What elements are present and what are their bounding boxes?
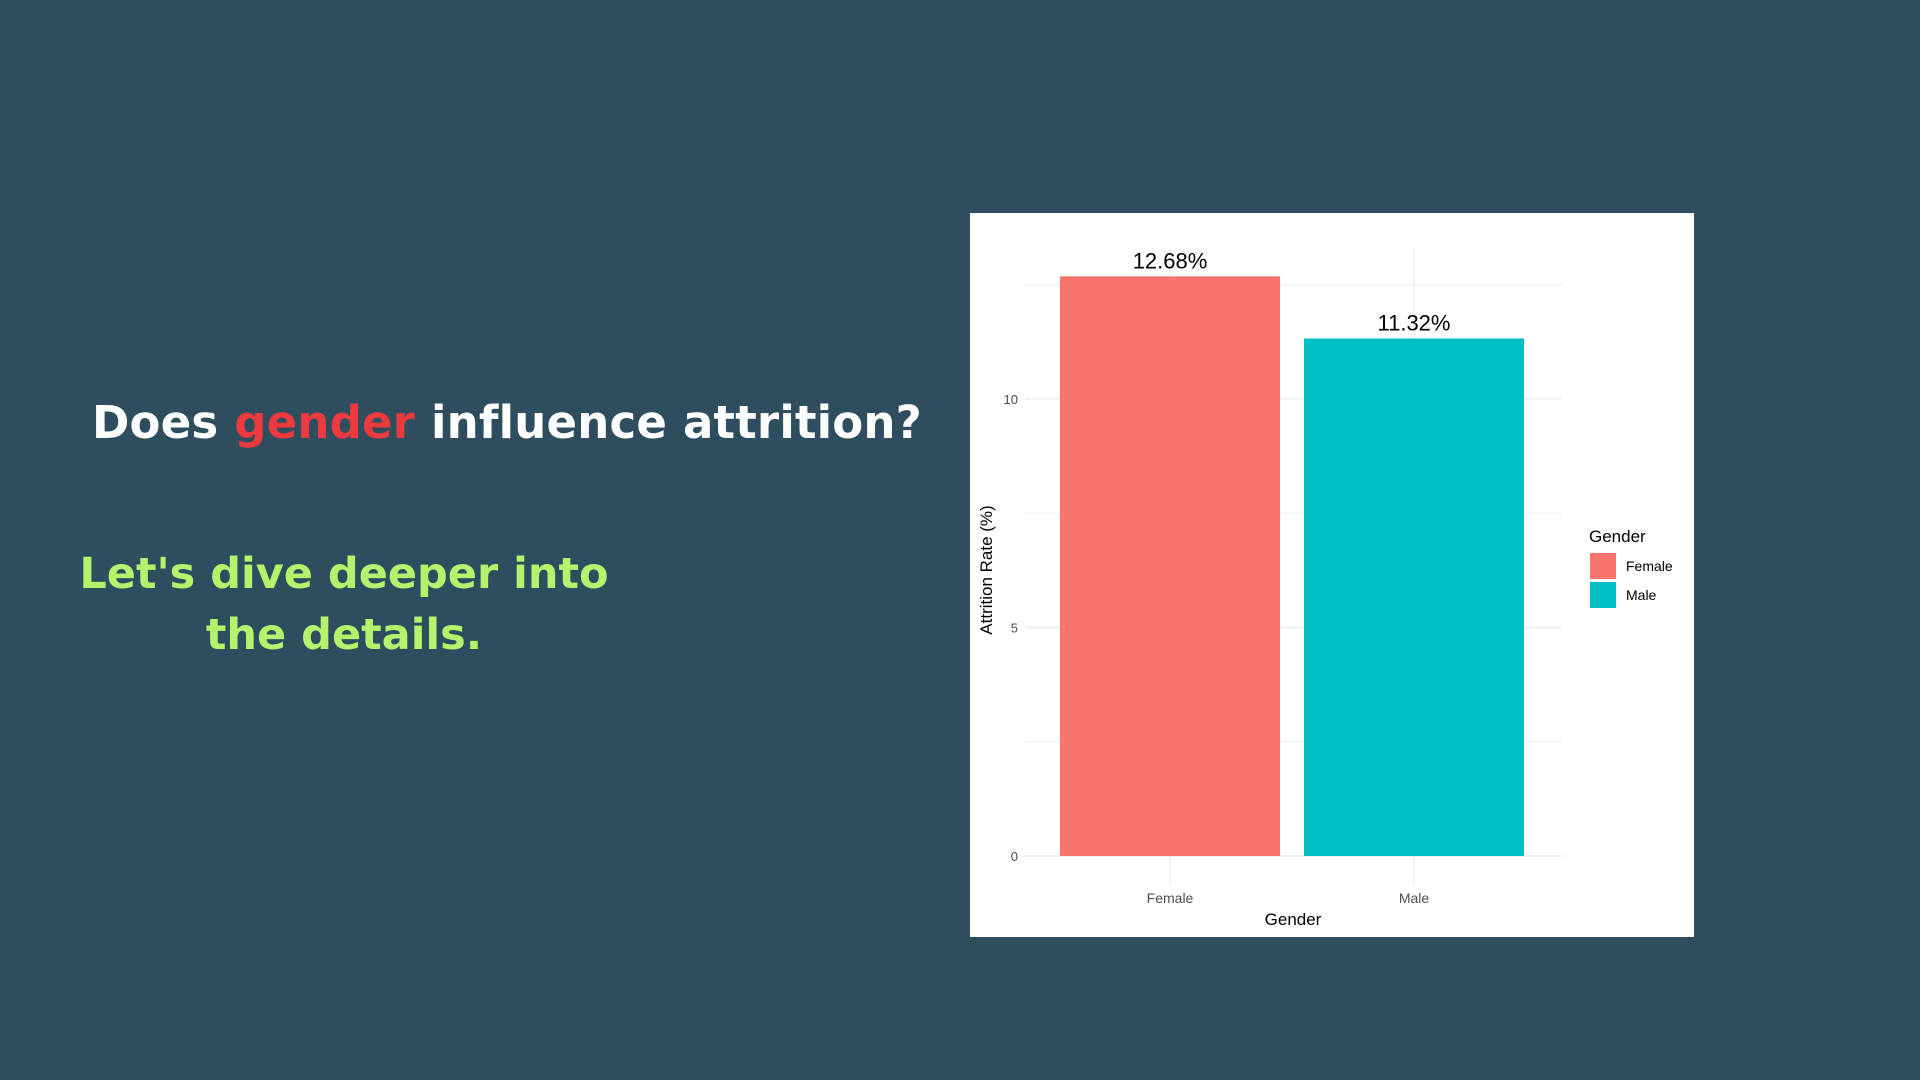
title-accent-word: gender — [234, 396, 416, 449]
y-axis-title: Attrition Rate (%) — [977, 505, 996, 634]
legend-entries: Female Male — [1590, 553, 1673, 608]
attrition-bar-chart: 12.68% 11.32% 0 5 10 Female Male Gender Attri… — [977, 248, 1673, 929]
bar-male — [1304, 338, 1524, 856]
value-label-female: 12.68% — [1133, 248, 1208, 273]
y-tick-label: 5 — [1011, 620, 1018, 635]
slide-subtitle: Let's dive deeper into the details. — [79, 549, 609, 660]
title-text-end: influence attrition? — [415, 396, 922, 449]
bars — [1060, 276, 1524, 856]
legend-label-male: Male — [1626, 587, 1657, 603]
legend-swatch-female — [1590, 553, 1616, 579]
x-tick-label: Male — [1399, 890, 1430, 906]
y-tick-label: 0 — [1011, 849, 1018, 864]
y-tick-label: 10 — [1004, 392, 1018, 407]
slide-title: Does gender influence attrition? — [92, 396, 922, 449]
legend: Gender Female Male — [1589, 527, 1673, 608]
x-tick-label: Female — [1147, 890, 1194, 906]
value-label-male: 11.32% — [1378, 311, 1451, 336]
chart-panel: 12.68% 11.32% 0 5 10 Female Male Gender Attri… — [970, 213, 1694, 937]
legend-title: Gender — [1589, 527, 1646, 546]
axes: 0 5 10 Female Male — [1004, 392, 1430, 906]
legend-swatch-male — [1590, 582, 1616, 608]
x-axis-title: Gender — [1265, 910, 1322, 929]
title-text-start: Does — [92, 396, 235, 449]
bar-female — [1060, 276, 1280, 856]
value-labels: 12.68% 11.32% — [1133, 248, 1451, 335]
legend-label-female: Female — [1626, 558, 1673, 574]
